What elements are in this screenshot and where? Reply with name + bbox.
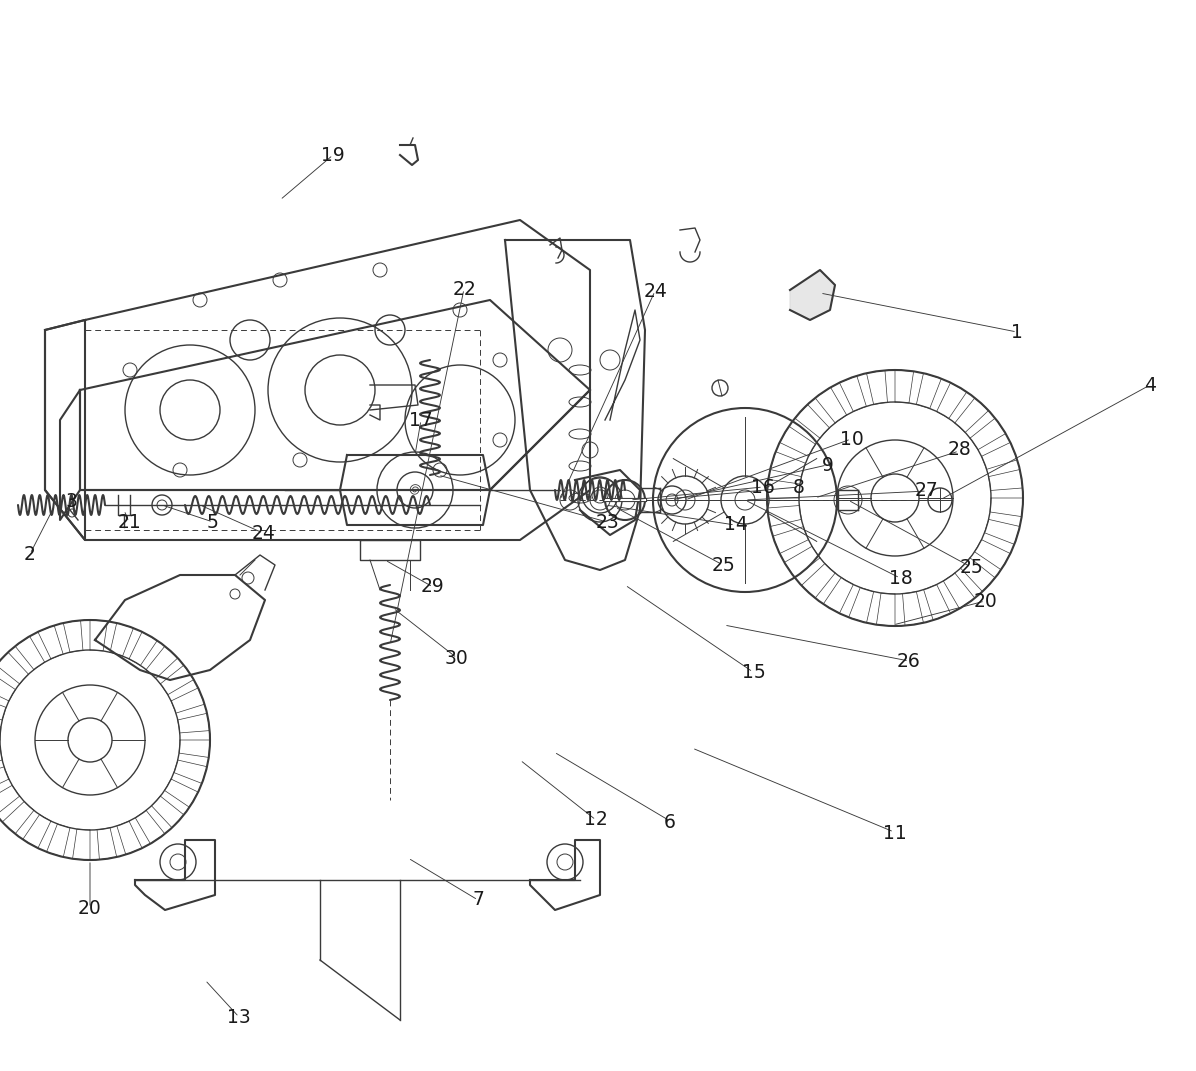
Text: 26: 26 bbox=[897, 652, 921, 672]
Text: 10: 10 bbox=[840, 429, 864, 449]
Text: 3: 3 bbox=[66, 492, 78, 511]
Text: 17: 17 bbox=[409, 411, 433, 431]
Text: 6: 6 bbox=[664, 813, 676, 832]
Text: 2: 2 bbox=[24, 545, 36, 564]
Text: 8: 8 bbox=[793, 478, 805, 497]
Text: 24: 24 bbox=[643, 282, 667, 301]
Text: 7: 7 bbox=[472, 890, 484, 909]
Text: 9: 9 bbox=[822, 456, 834, 476]
Text: 14: 14 bbox=[724, 515, 748, 534]
Text: 20: 20 bbox=[78, 899, 102, 918]
Text: 4: 4 bbox=[1145, 376, 1157, 395]
Polygon shape bbox=[791, 270, 835, 320]
Text: 28: 28 bbox=[947, 440, 971, 459]
Text: 22: 22 bbox=[452, 280, 476, 299]
Text: 25: 25 bbox=[712, 556, 736, 575]
Text: 15: 15 bbox=[742, 663, 765, 682]
Text: 13: 13 bbox=[227, 1008, 251, 1027]
Text: 19: 19 bbox=[321, 146, 344, 165]
Text: 16: 16 bbox=[751, 478, 775, 497]
Text: 20: 20 bbox=[974, 592, 997, 612]
Text: 29: 29 bbox=[421, 577, 445, 597]
Text: 25: 25 bbox=[959, 558, 983, 577]
Text: 18: 18 bbox=[889, 569, 913, 588]
Text: 23: 23 bbox=[596, 513, 620, 532]
Text: 27: 27 bbox=[915, 481, 939, 500]
Text: 11: 11 bbox=[883, 824, 907, 843]
Text: 30: 30 bbox=[445, 649, 469, 668]
Text: 5: 5 bbox=[207, 513, 219, 532]
Text: 24: 24 bbox=[251, 524, 275, 543]
Text: 1: 1 bbox=[1011, 322, 1023, 342]
Text: 12: 12 bbox=[584, 810, 608, 829]
Text: 21: 21 bbox=[117, 513, 141, 532]
